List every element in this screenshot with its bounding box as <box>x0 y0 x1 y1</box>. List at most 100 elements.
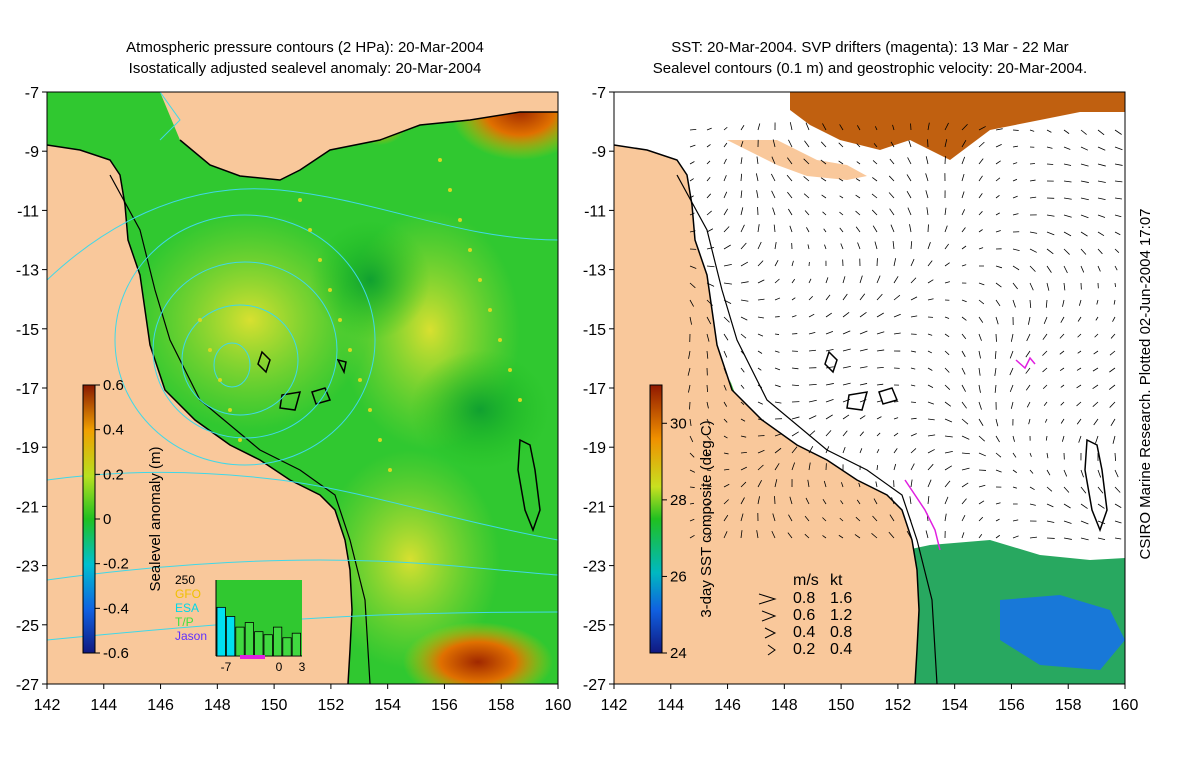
y-tick-label: -25 <box>16 618 39 635</box>
inset-bar <box>216 606 226 657</box>
x-tick-label: 160 <box>545 697 572 714</box>
left-anomaly-blob <box>130 210 370 430</box>
velocity-legend-ms: 0.8 <box>793 590 815 607</box>
left-colorbar-ramp <box>82 384 96 654</box>
x-tick-label: 150 <box>828 697 855 714</box>
inset-bar <box>272 626 283 657</box>
inset-bar <box>225 616 236 657</box>
left-sealevel-anomaly-map <box>47 92 558 684</box>
right-islands <box>824 350 1108 533</box>
left-title-line2: Isostatically adjusted sealevel anomaly:… <box>128 60 482 77</box>
x-tick-label: 158 <box>1055 697 1082 714</box>
y-tick-label: -9 <box>25 144 39 161</box>
inset-x-tick: -7 <box>221 660 232 674</box>
y-tick-label: -23 <box>583 559 606 576</box>
right-new-guinea-land <box>727 140 867 180</box>
x-tick-label: 148 <box>204 697 231 714</box>
y-tick-label: -15 <box>16 322 39 339</box>
y-tick-label: -17 <box>583 381 606 398</box>
x-tick-label: 144 <box>90 697 117 714</box>
right-title-line1: SST: 20-Mar-2004. SVP drifters (magenta)… <box>671 39 1069 56</box>
velocity-legend-arrow <box>767 644 776 656</box>
right-sst-map <box>614 92 1125 684</box>
x-tick-label: 156 <box>998 697 1025 714</box>
left-islands <box>257 350 541 533</box>
inset-legend-entry: ESA <box>175 601 199 615</box>
left-anomaly-blob <box>410 350 550 470</box>
velocity-legend-kt: 0.4 <box>830 641 852 658</box>
x-tick-label: 148 <box>771 697 798 714</box>
y-tick-label: -9 <box>592 144 606 161</box>
colorbar-tick-label: 0.4 <box>103 422 124 439</box>
left-map-title: Atmospheric pressure contours (2 HPa): 2… <box>40 37 570 79</box>
y-tick-label: -13 <box>583 263 606 280</box>
velocity-legend-kt: 1.2 <box>830 607 852 624</box>
y-tick-label: -13 <box>16 263 39 280</box>
inset-legend-entry: Jason <box>175 629 207 643</box>
colorbar-tick-label: -0.2 <box>103 556 129 573</box>
right-title-line2: Sealevel contours (0.1 m) and geostrophi… <box>652 60 1088 77</box>
geostrophic-velocity-arrows <box>687 122 1123 541</box>
left-coastline <box>179 111 558 181</box>
inset-legend-entry: GFO <box>175 587 201 601</box>
inset-legend-entry: T/P <box>175 615 194 629</box>
y-tick-label: -21 <box>583 499 606 516</box>
x-tick-label: 152 <box>885 697 912 714</box>
left-colorbar: 0.6 0.4 0.2 0 -0.2 -0.4 -0.6 Sealevel anomaly … <box>82 377 164 662</box>
inset-bar <box>263 634 273 657</box>
colorbar-tick-label: 24 <box>670 645 687 662</box>
left-altimeter-tracks <box>198 158 522 472</box>
left-new-guinea-land <box>160 92 558 180</box>
velocity-legend-ms: 0.6 <box>793 607 815 624</box>
credit-text: CSIRO Marine Research. Plotted 02-Jun-20… <box>1137 208 1154 559</box>
inset-current-window <box>240 655 265 659</box>
colorbar-tick-label: 0.6 <box>103 377 124 394</box>
right-colorbar-label: 3-day SST composite (deg C) <box>698 420 715 617</box>
left-pressure-contours <box>47 92 558 641</box>
left-title-line1: Atmospheric pressure contours (2 HPa): 2… <box>126 39 484 56</box>
velocity-legend-ms-header: m/s <box>793 572 819 589</box>
left-anomaly-blob <box>320 450 500 670</box>
x-tick-label: 152 <box>318 697 345 714</box>
right-colorbar-ramp <box>649 384 663 654</box>
x-tick-label: 142 <box>34 697 61 714</box>
y-tick-label: -19 <box>16 440 39 457</box>
inset-bar <box>235 626 245 657</box>
x-tick-label: 160 <box>1112 697 1139 714</box>
y-tick-label: -17 <box>16 381 39 398</box>
x-tick-label: 158 <box>488 697 515 714</box>
velocity-legend-kt-header: kt <box>830 572 843 589</box>
velocity-legend-arrow <box>758 593 777 605</box>
colorbar-tick-label: 28 <box>670 492 687 509</box>
y-tick-label: -15 <box>583 322 606 339</box>
inset-bar <box>282 637 292 657</box>
y-tick-label: -27 <box>16 677 39 694</box>
x-tick-label: 154 <box>374 697 401 714</box>
y-tick-label: -11 <box>584 203 606 220</box>
y-tick-label: -7 <box>592 85 606 102</box>
x-tick-label: 150 <box>261 697 288 714</box>
y-tick-label: -27 <box>583 677 606 694</box>
colorbar-tick-label: 0.2 <box>103 466 124 483</box>
x-tick-label: 142 <box>601 697 628 714</box>
right-australia-land <box>614 145 919 684</box>
right-colorbar: 30 28 26 24 3-day SST composite (deg C) <box>649 384 715 662</box>
velocity-legend-ms: 0.4 <box>793 624 815 641</box>
x-tick-label: 154 <box>941 697 968 714</box>
velocity-legend-kt: 0.8 <box>830 624 852 641</box>
y-tick-label: -21 <box>16 499 39 516</box>
y-tick-label: -25 <box>583 618 606 635</box>
velocity-legend: m/s kt 0.8 1.60.6 1.20.4 0.80.2 0.4 <box>758 572 852 658</box>
velocity-legend-ms: 0.2 <box>793 641 815 658</box>
x-tick-label: 146 <box>714 697 741 714</box>
velocity-legend-kt: 1.6 <box>830 590 852 607</box>
y-tick-label: -7 <box>25 85 39 102</box>
colorbar-tick-label: 0 <box>103 511 111 528</box>
x-tick-label: 144 <box>657 697 684 714</box>
left-colorbar-label: Sealevel anomaly (m) <box>147 446 164 591</box>
inset-bar <box>291 632 302 657</box>
inset-bar <box>254 631 264 657</box>
sst-cold-patch <box>1000 595 1125 670</box>
